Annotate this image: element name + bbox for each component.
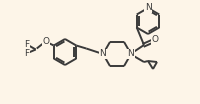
Text: N: N bbox=[128, 50, 134, 58]
Text: F: F bbox=[24, 49, 29, 58]
Text: N: N bbox=[145, 4, 151, 12]
Text: O: O bbox=[42, 37, 49, 46]
Text: O: O bbox=[152, 35, 158, 45]
Text: N: N bbox=[100, 50, 106, 58]
Text: F: F bbox=[24, 40, 29, 49]
